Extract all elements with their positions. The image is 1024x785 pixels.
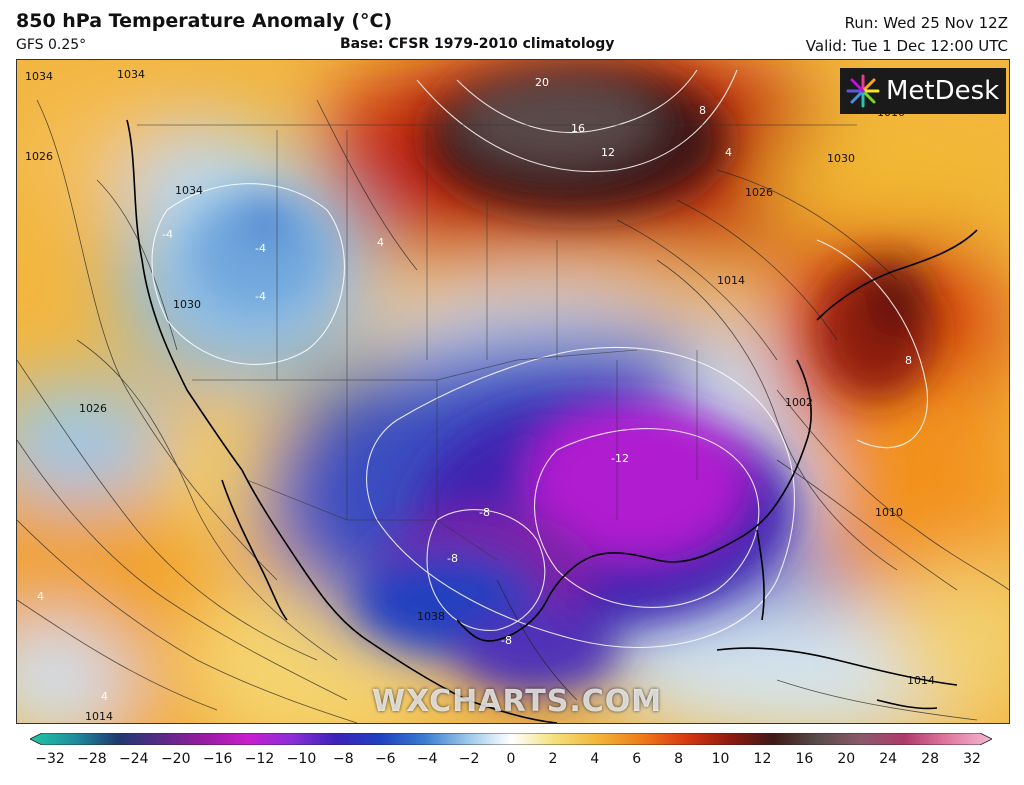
valid-time-label: Valid: Tue 1 Dec 12:00 UTC bbox=[805, 37, 1008, 55]
metdesk-logo: MetDesk bbox=[840, 68, 1006, 114]
isobar-label: 1030 bbox=[173, 298, 201, 311]
anomaly-label: -8 bbox=[501, 634, 512, 647]
colorbar-tick-label: −2 bbox=[458, 751, 480, 767]
colorbar-bar bbox=[30, 733, 992, 745]
colorbar-tick-label: 12 bbox=[753, 751, 772, 767]
base-climatology-label: Base: CFSR 1979-2010 climatology bbox=[340, 36, 615, 52]
anomaly-label: -12 bbox=[611, 452, 629, 465]
isobar-label: 1014 bbox=[717, 274, 745, 287]
colorbar-tick-label: −8 bbox=[333, 751, 354, 767]
isobar-label: 1034 bbox=[175, 184, 203, 197]
run-time-label: Run: Wed 25 Nov 12Z bbox=[844, 14, 1008, 32]
anomaly-label: 8 bbox=[699, 104, 706, 117]
colorbar-tick-label: 10 bbox=[711, 751, 730, 767]
isobar-label: 1026 bbox=[745, 186, 773, 199]
colorbar-tick-label: −12 bbox=[244, 751, 275, 767]
colorbar-tick-label: 0 bbox=[506, 751, 516, 767]
anomaly-label: 4 bbox=[377, 236, 384, 249]
chart-title: 850 hPa Temperature Anomaly (°C) bbox=[16, 10, 393, 32]
anomaly-label: 8 bbox=[905, 354, 912, 367]
anomaly-label: -4 bbox=[162, 228, 173, 241]
anomaly-label: -4 bbox=[255, 242, 266, 255]
anomaly-label: 4 bbox=[101, 690, 108, 703]
isobar-label: 1034 bbox=[25, 70, 53, 83]
colorbar-tick-label: −28 bbox=[77, 751, 107, 767]
model-label: GFS 0.25° bbox=[16, 37, 87, 53]
colorbar-tick-label: 6 bbox=[632, 751, 642, 767]
colorbar-tick-label: 2 bbox=[548, 751, 558, 767]
colorbar-ticks: −32 −28 −24 −20 −16 −12 −10 −8 −6 −4 −2 0 2 4 6 8 10 12 16… bbox=[30, 751, 992, 771]
anomaly-label: 4 bbox=[37, 590, 44, 603]
isobar-label: 1014 bbox=[907, 674, 935, 687]
colorbar-tick-label: −24 bbox=[119, 751, 149, 767]
metdesk-logo-text: MetDesk bbox=[886, 76, 1000, 106]
isobar-label: 1014 bbox=[85, 710, 113, 723]
colorbar-tick-label: 16 bbox=[795, 751, 814, 767]
anomaly-contours bbox=[151, 69, 928, 649]
metdesk-starburst-icon bbox=[846, 74, 880, 108]
wxcharts-watermark: WXCHARTS.COM bbox=[372, 684, 663, 719]
colorbar-tick-label: −10 bbox=[286, 751, 317, 767]
political-borders bbox=[137, 124, 857, 561]
colorbar-tick-label: −16 bbox=[202, 751, 233, 767]
colorbar-tick-label: −6 bbox=[374, 751, 396, 767]
isobar-label: 1026 bbox=[25, 150, 53, 163]
anomaly-label: 20 bbox=[535, 76, 549, 89]
isobar-label: 1030 bbox=[827, 152, 855, 165]
colorbar-tick-label: 32 bbox=[963, 751, 981, 767]
colorbar-tick-label: 20 bbox=[837, 751, 856, 767]
anomaly-labels: 20 16 12 8 4 -4 -4 -4 4 -8 -12 -8 -8 8 4… bbox=[37, 76, 912, 703]
anomaly-label: 4 bbox=[725, 146, 732, 159]
map-canvas: 1034 1026 1034 1030 1026 1038 1014 1010 … bbox=[17, 60, 1009, 723]
colorbar-tick-label: 8 bbox=[674, 751, 684, 767]
isobar-label: 1002 bbox=[785, 396, 813, 409]
colorbar-tick-label: 28 bbox=[921, 751, 939, 767]
anomaly-label: -8 bbox=[447, 552, 458, 565]
colorbar-tick-label: 4 bbox=[590, 751, 600, 767]
isobar-label: 1038 bbox=[417, 610, 445, 623]
anomaly-label: -4 bbox=[255, 290, 266, 303]
colorbar-tick-label: −32 bbox=[35, 751, 65, 767]
colorbar-tick-label: 24 bbox=[879, 751, 898, 767]
anomaly-label: -8 bbox=[479, 506, 490, 519]
anomaly-map: 1034 1026 1034 1030 1026 1038 1014 1010 … bbox=[16, 59, 1010, 724]
isobar-label: 1034 bbox=[117, 68, 145, 81]
coastline bbox=[126, 119, 978, 723]
isobar-label: 1026 bbox=[79, 402, 107, 415]
chart-header: 850 hPa Temperature Anomaly (°C) GFS 0.2… bbox=[0, 0, 1024, 58]
colorbar-tick-label: −4 bbox=[416, 751, 438, 767]
colorbar-tick-label: −20 bbox=[160, 751, 191, 767]
anomaly-label: 16 bbox=[571, 122, 585, 135]
colorbar bbox=[30, 733, 992, 745]
isobar-label: 1010 bbox=[875, 506, 903, 519]
anomaly-label: 12 bbox=[601, 146, 615, 159]
